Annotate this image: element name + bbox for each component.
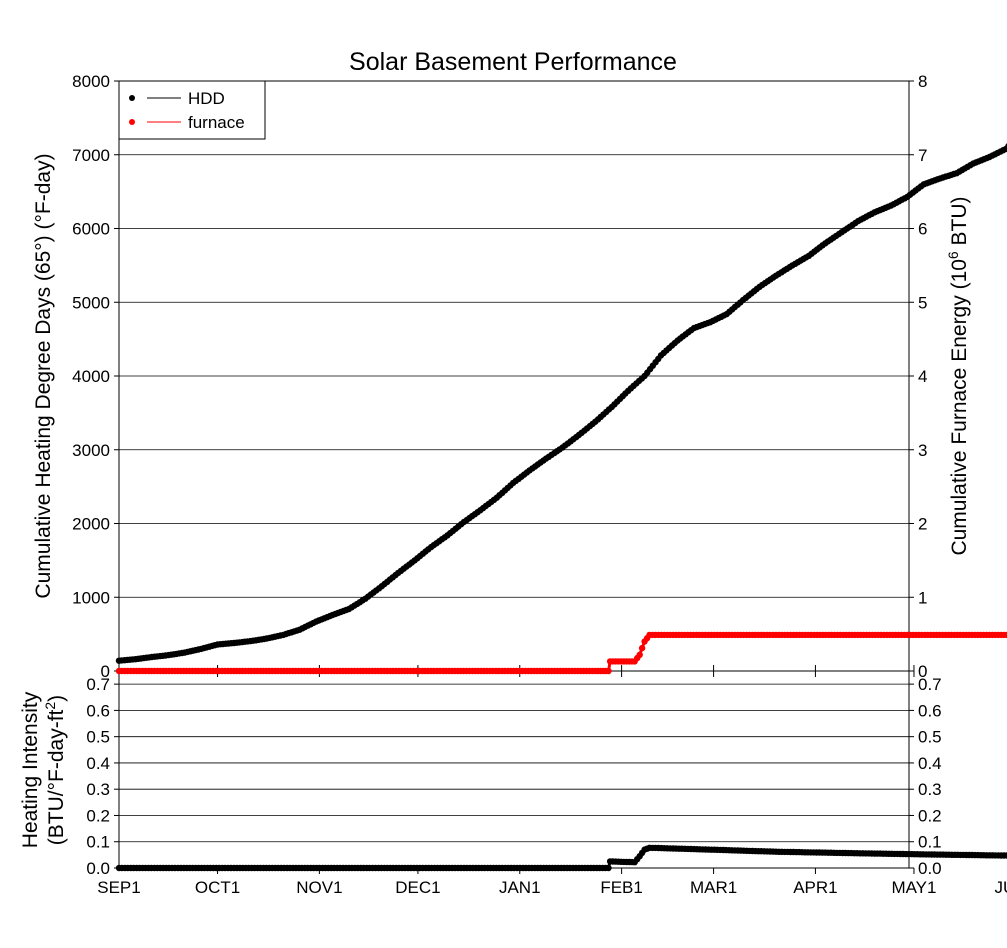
- x-tick-label: APR1: [793, 878, 837, 897]
- x-tick-label: DEC1: [395, 878, 440, 897]
- bottom-plot-frame: [118, 670, 910, 869]
- legend-hdd-label: HDD: [188, 89, 225, 108]
- bottom-left-tick-label: 0.6: [86, 701, 110, 720]
- bottom-axis-title-close: ): [45, 695, 68, 702]
- right-axis-title-main: Cumulative Furnace Energy (10: [948, 259, 971, 555]
- top-series-layer: [115, 143, 1007, 675]
- bottom-left-tick-label: 0.5: [86, 728, 110, 747]
- right-axis-title-unit: BTU): [948, 196, 971, 251]
- series-furnace-point: [636, 651, 643, 658]
- x-tick-label: MAY1: [891, 878, 936, 897]
- bottom-axis-title-line2: (BTU/°F-day-ft2): [42, 695, 68, 845]
- top-right-tick-label: 1: [918, 588, 927, 607]
- top-left-axis: 0 1000 2000 3000 4000 5000 6000 7000 8000: [72, 72, 119, 681]
- x-tick-label: SEP1: [97, 878, 140, 897]
- bottom-axis-title-superscript: 2: [42, 702, 58, 710]
- x-axis: SEP1 OCT1 NOV1 DEC1 JAN1 FEB1 MAR1 APR1 MAY1 JUN1: [97, 665, 1007, 897]
- series-furnace-point: [638, 644, 646, 652]
- bottom-axis-title-line1: Heating Intensity: [19, 691, 42, 848]
- x-tick-label: OCT1: [195, 878, 240, 897]
- bottom-left-axis: 0.0 0.1 0.2 0.3 0.4 0.5 0.6 0.7: [86, 675, 119, 878]
- bottom-gridlines: [119, 683, 909, 843]
- bottom-right-tick-label: 0.5: [918, 728, 942, 747]
- top-left-tick-label: 2000: [72, 515, 110, 534]
- top-left-tick-label: 4000: [72, 367, 110, 386]
- top-right-tick-label: 7: [918, 146, 927, 165]
- x-tick-label: NOV1: [296, 878, 342, 897]
- top-right-tick-label: 3: [918, 441, 927, 460]
- legend-box: [118, 80, 266, 140]
- chart-title: Solar Basement Performance: [349, 48, 677, 76]
- series-intensity-point: [605, 864, 612, 872]
- top-gridlines: [119, 154, 909, 598]
- top-left-tick-label: 7000: [72, 146, 110, 165]
- x-tick-label: FEB1: [600, 878, 643, 897]
- top-left-tick-label: 3000: [72, 441, 110, 460]
- top-left-tick-label: 5000: [72, 293, 110, 312]
- top-right-tick-label: 4: [918, 367, 927, 386]
- bottom-right-tick-label: 0.1: [918, 833, 942, 852]
- bottom-right-tick-label: 0.3: [918, 780, 942, 799]
- series-intensity-point: [1003, 852, 1007, 859]
- legend: HDD furnace: [118, 80, 266, 140]
- bottom-right-tick-label: 0.2: [918, 806, 942, 825]
- top-right-tick-label: 6: [918, 220, 927, 239]
- top-right-tick-label: 5: [918, 293, 927, 312]
- top-right-tick-label: 0: [918, 662, 927, 681]
- right-axis-title-superscript: 6: [945, 251, 961, 259]
- right-axis-title: Cumulative Furnace Energy (106 BTU): [945, 196, 971, 555]
- bottom-right-tick-label: 0.4: [918, 754, 942, 773]
- legend-furnace-label: furnace: [188, 113, 245, 132]
- top-left-tick-label: 0: [101, 662, 110, 681]
- series-furnace-point: [1003, 631, 1007, 639]
- top-right-tick-label: 8: [918, 72, 927, 91]
- bottom-right-tick-label: 0.7: [918, 675, 942, 694]
- bottom-axis-title-line2-main: (BTU/°F-day-ft: [45, 709, 68, 845]
- bottom-series-layer: [115, 844, 1007, 872]
- bottom-left-tick-label: 0.2: [86, 806, 110, 825]
- bottom-left-tick-label: 0.3: [86, 780, 110, 799]
- legend-furnace-marker: [129, 119, 135, 125]
- x-tick-label: MAR1: [690, 878, 737, 897]
- bottom-right-axis: 0.0 0.1 0.2 0.3 0.4 0.5 0.6 0.7: [909, 675, 942, 878]
- top-left-tick-label: 6000: [72, 220, 110, 239]
- bottom-left-tick-label: 0.1: [86, 833, 110, 852]
- x-tick-label: JAN1: [499, 878, 541, 897]
- left-axis-title: Cumulative Heating Degree Days (65°) (°F…: [32, 153, 55, 598]
- bottom-left-tick-label: 0.0: [86, 859, 110, 878]
- bottom-right-tick-label: 0.6: [918, 701, 942, 720]
- top-left-tick-label: 1000: [72, 588, 110, 607]
- bottom-left-tick-label: 0.7: [86, 675, 110, 694]
- bottom-right-tick-label: 0.0: [918, 859, 942, 878]
- legend-hdd-marker: [129, 95, 135, 101]
- series-furnace-point: [605, 667, 612, 675]
- bottom-left-tick-label: 0.4: [86, 754, 110, 773]
- x-tick-label: JUN1: [995, 878, 1007, 897]
- top-left-tick-label: 8000: [72, 72, 110, 91]
- top-right-tick-label: 2: [918, 515, 927, 534]
- top-right-axis: 0 1 2 3 4 5 6 7 8: [909, 72, 927, 681]
